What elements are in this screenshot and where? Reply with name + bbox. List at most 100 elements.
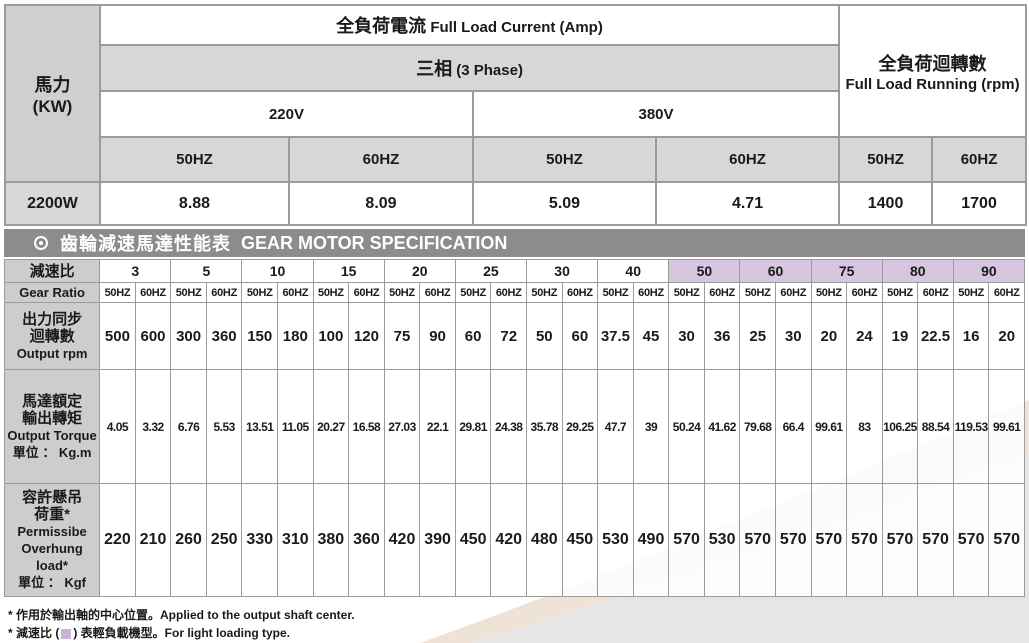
gear-ratio-cell: 75 bbox=[810, 259, 883, 283]
output-torque-value: 24.38 bbox=[490, 369, 527, 484]
frequency-cell: 60HZ bbox=[134, 282, 172, 303]
power-value: 2200W bbox=[4, 181, 101, 226]
overhung-load-value: 310 bbox=[277, 483, 314, 597]
output-rpm-value: 37.5 bbox=[597, 302, 634, 370]
output-rpm-value: 16 bbox=[952, 302, 990, 370]
output-rpm-value: 75 bbox=[383, 302, 421, 370]
output-torque-value: 119.53 bbox=[952, 369, 990, 484]
output-torque-value: 39 bbox=[632, 369, 670, 484]
overhung-load-value: 420 bbox=[490, 483, 527, 597]
output-rpm-value: 100 bbox=[312, 302, 350, 370]
light-load-swatch bbox=[61, 628, 72, 639]
output-torque-value: 6.76 bbox=[170, 369, 207, 484]
output-rpm-value: 72 bbox=[490, 302, 527, 370]
frequency-cell: 60HZ bbox=[703, 282, 741, 303]
overhung-load-value: 330 bbox=[241, 483, 278, 597]
overhung-load-value: 250 bbox=[205, 483, 243, 597]
output-rpm-label: 出力同步 迴轉數 Output rpm bbox=[3, 302, 101, 370]
overhung-load-value: 530 bbox=[703, 483, 741, 597]
output-rpm-value: 90 bbox=[419, 302, 456, 370]
voltage-220-header: 220V bbox=[99, 90, 474, 138]
circle-bullet-icon bbox=[34, 236, 48, 250]
output-torque-value: 35.78 bbox=[526, 369, 563, 484]
frequency-cell: 50HZ bbox=[810, 282, 848, 303]
output-torque-value: 50.24 bbox=[668, 369, 705, 484]
output-rpm-value: 150 bbox=[241, 302, 278, 370]
phase-zh: 三相 bbox=[416, 59, 453, 79]
gear-ratio-cell: 80 bbox=[881, 259, 954, 283]
output-rpm-value: 22.5 bbox=[917, 302, 954, 370]
section-banner: 齒輪減速馬達性能表 GEAR MOTOR SPECIFICATION bbox=[4, 229, 1025, 257]
section-title-zh: 齒輪減速馬達性能表 bbox=[60, 234, 231, 254]
output-torque-value: 5.53 bbox=[205, 369, 243, 484]
overhung-load-value: 260 bbox=[170, 483, 207, 597]
phase-header: 三相 (3 Phase) bbox=[98, 44, 841, 92]
hp-label-zh: 馬力 bbox=[34, 74, 71, 95]
output-torque-value: 13.51 bbox=[241, 369, 278, 484]
output-rpm-value: 25 bbox=[739, 302, 776, 370]
output-torque-value: 29.81 bbox=[454, 369, 492, 484]
current-value: 8.09 bbox=[288, 181, 474, 226]
current-title-en: Full Load Current (Amp) bbox=[430, 19, 603, 36]
overhung-load-value: 450 bbox=[561, 483, 599, 597]
torque-label-zh2: 輸出轉矩 bbox=[22, 409, 83, 427]
gear-ratio-label-zh: 減速比 bbox=[3, 259, 101, 283]
torque-label-zh1: 馬達額定 bbox=[22, 392, 83, 410]
output-rpm-value: 36 bbox=[703, 302, 741, 370]
output-rpm-value: 30 bbox=[668, 302, 705, 370]
frequency-cell: 50HZ bbox=[739, 282, 776, 303]
output-rpm-value: 600 bbox=[134, 302, 172, 370]
torque-label-en: Output Torque bbox=[7, 427, 97, 443]
phase-en: (3 Phase) bbox=[456, 62, 523, 79]
output-torque-value: 106.25 bbox=[881, 369, 919, 484]
frequency-cell: 60HZ bbox=[917, 282, 954, 303]
output-rpm-value: 500 bbox=[99, 302, 136, 370]
overhung-load-value: 450 bbox=[454, 483, 492, 597]
output-torque-value: 16.58 bbox=[348, 369, 385, 484]
frequency-cell: 60HZ bbox=[561, 282, 599, 303]
overhung-load-value: 380 bbox=[312, 483, 350, 597]
freq-header: 60HZ bbox=[654, 136, 841, 183]
rpm-value: 1400 bbox=[838, 181, 934, 226]
voltage-380-header: 380V bbox=[471, 90, 841, 138]
overhung-load-value: 530 bbox=[597, 483, 634, 597]
full-load-current-table: 馬力 (KW) 全負荷電流 Full Load Current (Amp) 全負… bbox=[4, 4, 1028, 226]
gear-ratio-cell: 30 bbox=[525, 259, 599, 283]
freq-header: 50HZ bbox=[99, 136, 290, 183]
overhung-load-value: 570 bbox=[846, 483, 883, 597]
output-torque-value: 11.05 bbox=[277, 369, 314, 484]
output-rpm-value: 20 bbox=[810, 302, 848, 370]
output-torque-value: 29.25 bbox=[561, 369, 599, 484]
gear-ratio-cell: 5 bbox=[170, 259, 243, 283]
gear-ratio-cell: 90 bbox=[952, 259, 1026, 283]
output-rpm-value: 20 bbox=[988, 302, 1025, 370]
frequency-cell: 60HZ bbox=[846, 282, 883, 303]
rpm-value: 1700 bbox=[931, 181, 1028, 226]
load-unit: 單位 ： Kgf bbox=[18, 575, 87, 590]
overhung-load-value: 210 bbox=[134, 483, 172, 597]
overhung-load-label: 容許懸吊 荷重* Permissibe Overhung load* 單位 ： … bbox=[3, 483, 101, 597]
output-rpm-value: 300 bbox=[170, 302, 207, 370]
load-label-en2: Overhung load* bbox=[21, 541, 83, 573]
overhung-load-value: 490 bbox=[632, 483, 670, 597]
output-torque-label: 馬達額定 輸出轉矩 Output Torque 單位 ： Kg.m bbox=[3, 369, 101, 484]
frequency-cell: 50HZ bbox=[668, 282, 705, 303]
load-label-zh2: 荷重* bbox=[34, 506, 70, 523]
gear-ratio-cell: 20 bbox=[383, 259, 456, 283]
horsepower-header: 馬力 (KW) bbox=[4, 4, 101, 183]
frequency-cell: 60HZ bbox=[490, 282, 527, 303]
output-rpm-value: 45 bbox=[632, 302, 670, 370]
freq-header: 60HZ bbox=[288, 136, 474, 183]
output-rpm-value: 180 bbox=[277, 302, 314, 370]
overhung-load-value: 570 bbox=[917, 483, 954, 597]
load-label-en1: Permissibe bbox=[17, 524, 87, 539]
gear-ratio-cell: 40 bbox=[597, 259, 670, 283]
output-torque-value: 79.68 bbox=[739, 369, 776, 484]
frequency-cell: 50HZ bbox=[170, 282, 207, 303]
freq-header: 60HZ bbox=[931, 136, 1028, 183]
frequency-cell: 50HZ bbox=[454, 282, 492, 303]
freq-header: 50HZ bbox=[472, 136, 657, 183]
frequency-cell: 50HZ bbox=[99, 282, 136, 303]
frequency-cell: 50HZ bbox=[526, 282, 563, 303]
gear-ratio-cell: 3 bbox=[99, 259, 172, 283]
